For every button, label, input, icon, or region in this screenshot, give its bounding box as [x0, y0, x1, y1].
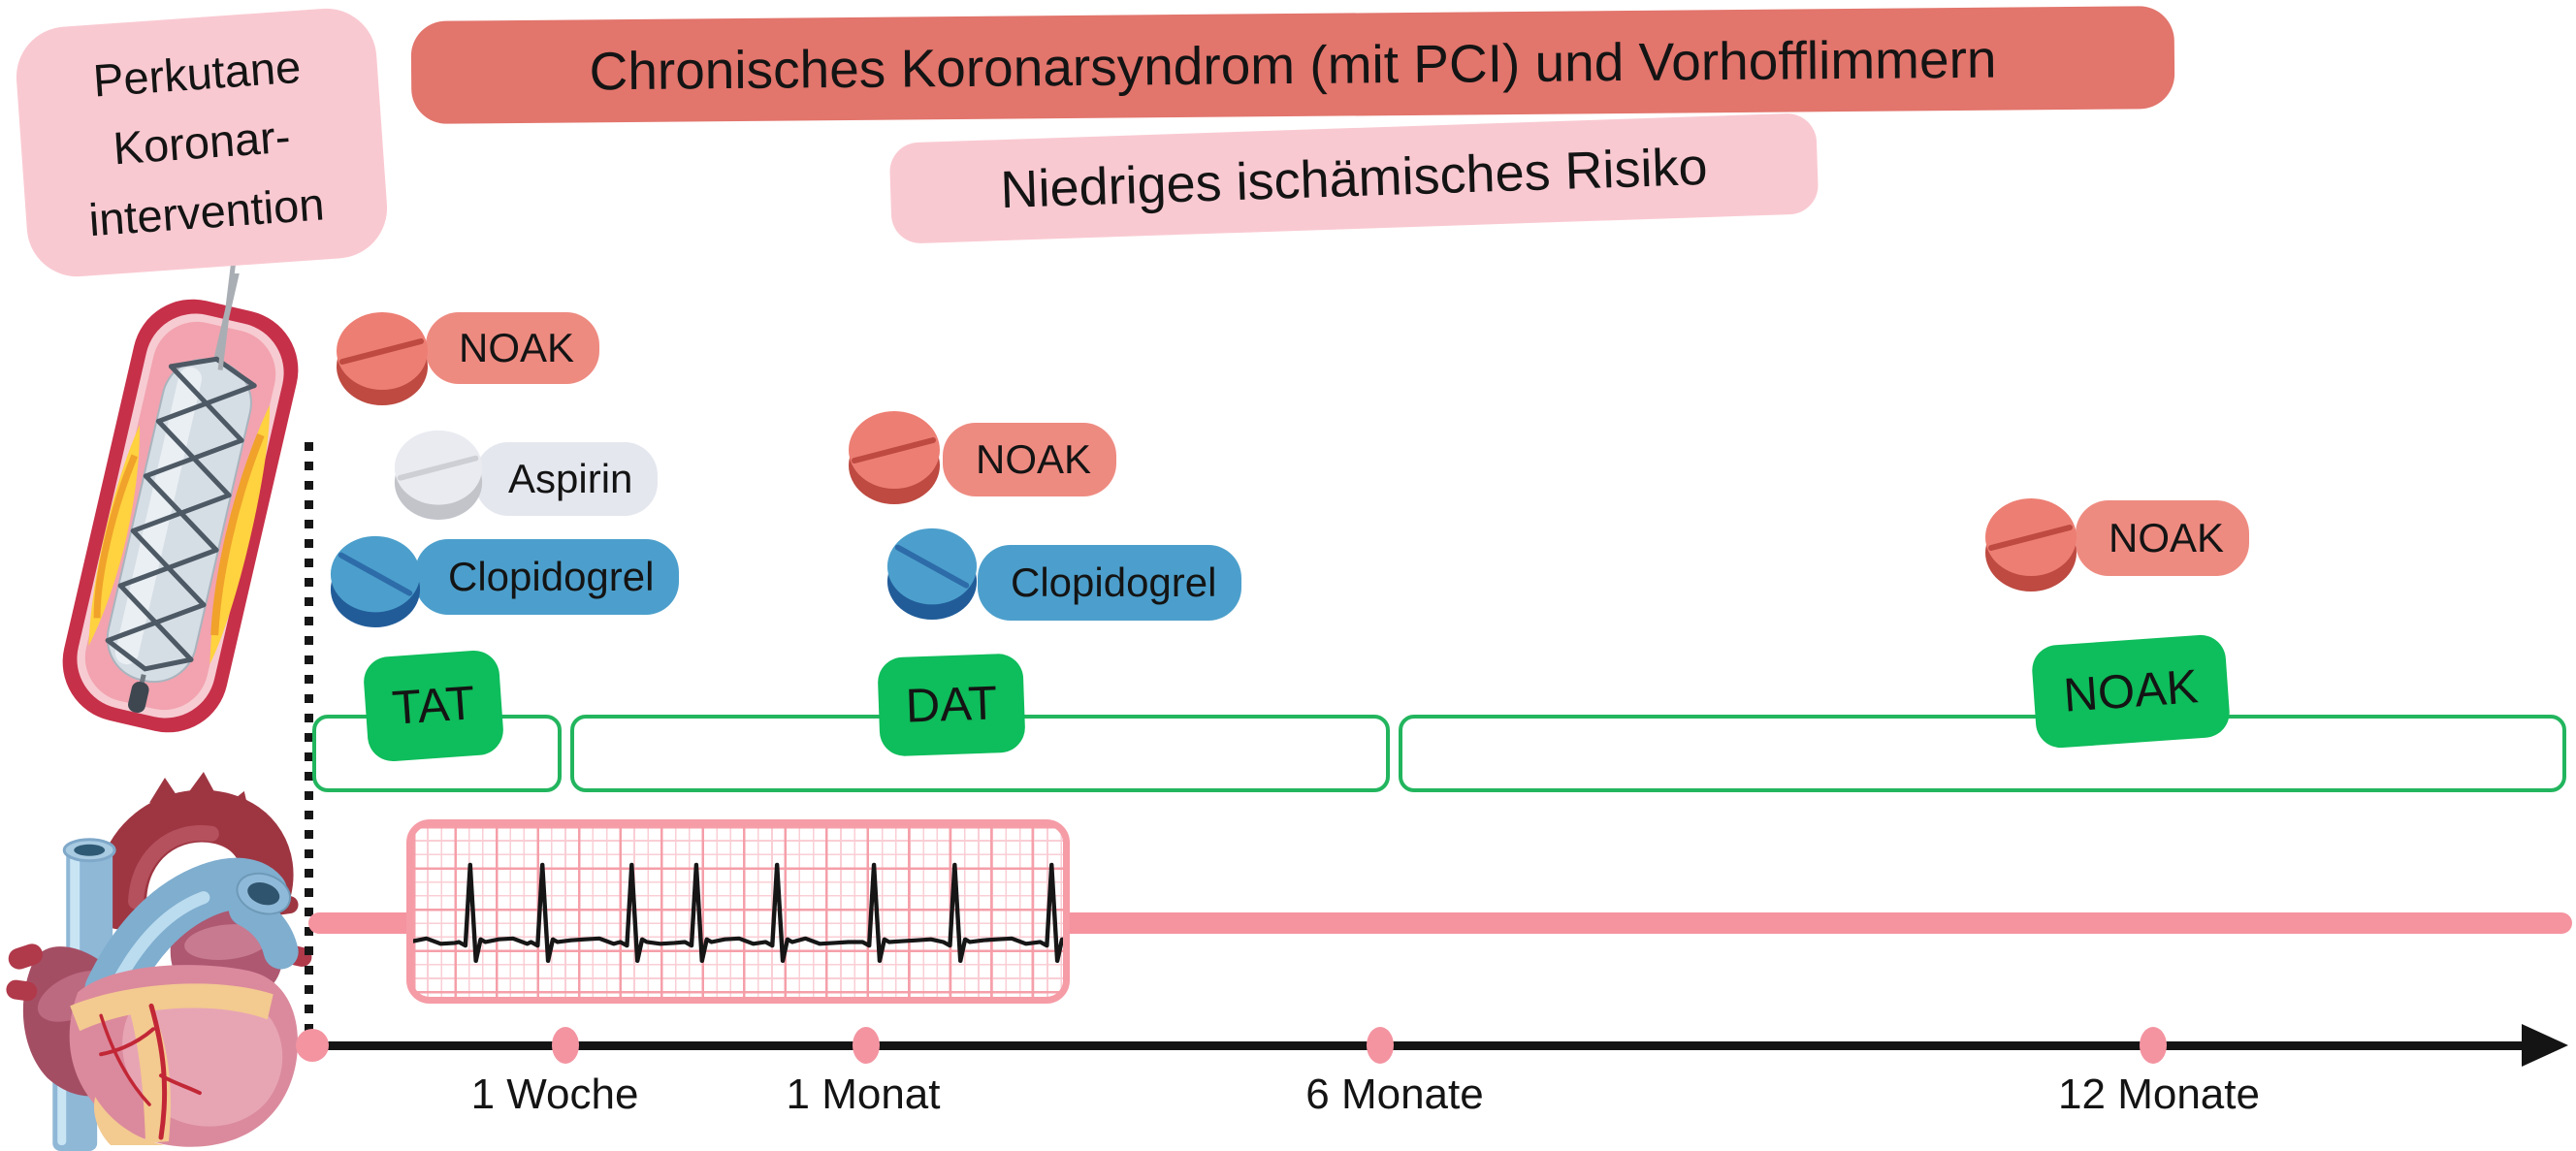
- ecg-trace-path: [413, 862, 1063, 964]
- med-aspirin-start: Aspirin: [392, 425, 659, 524]
- phase-box-noak: [1399, 715, 2566, 792]
- pci-time-zero-marker: [305, 442, 313, 1045]
- tick-dot-1-woche: [552, 1027, 579, 1064]
- afib-ecg-strip-icon: [406, 819, 1070, 1004]
- page-subtitle: Niedriges ischämisches Risiko: [999, 137, 1709, 220]
- clopidogrel-label: Clopidogrel: [978, 545, 1242, 621]
- tick-label-6-monate: 6 Monate: [1305, 1071, 1484, 1118]
- phase-badge-dat: DAT: [877, 653, 1026, 757]
- tick-label-1-monat: 1 Monat: [786, 1071, 941, 1118]
- phase-badge-noak: NOAK: [2030, 633, 2232, 750]
- noak-label: NOAK: [943, 423, 1117, 496]
- pci-intervention-badge: Perkutane Koronar- intervention: [13, 5, 391, 280]
- phase-tat-label: TAT: [390, 677, 477, 735]
- pill-icon: [849, 411, 940, 504]
- timeline-origin-dot: [296, 1029, 329, 1062]
- tick-dot-1-monat: [853, 1027, 880, 1064]
- aspirin-label: Aspirin: [475, 442, 659, 516]
- pill-icon: [337, 312, 428, 405]
- stent-in-vessel-illustration-icon: [62, 273, 299, 733]
- pill-icon: [330, 535, 421, 627]
- pill-icon: [886, 528, 978, 620]
- page-title: Chronisches Koronarsyndrom (mit PCI) und…: [589, 28, 1997, 102]
- title-banner: Chronisches Koronarsyndrom (mit PCI) und…: [410, 6, 2175, 124]
- phase-dat-label: DAT: [904, 677, 999, 733]
- phase-noak-label: NOAK: [2061, 660, 2201, 722]
- noak-label: NOAK: [426, 312, 600, 384]
- pill-icon: [1985, 498, 2077, 591]
- pci-badge-line-2: Koronar-: [111, 110, 293, 175]
- tick-dot-6-monate: [1367, 1027, 1394, 1064]
- med-clopidogrel-start: Clopidogrel: [328, 529, 687, 632]
- tick-label-12-monate: 12 Monate: [2058, 1071, 2260, 1118]
- ecg-trace: [413, 862, 1063, 964]
- heart-illustration-icon: [6, 771, 312, 1151]
- phase-badge-tat: TAT: [362, 649, 505, 763]
- med-noak-start: NOAK: [334, 306, 600, 409]
- subtitle-banner: Niedriges ischämisches Risiko: [888, 112, 1819, 244]
- med-noak-month1: NOAK: [846, 405, 1117, 506]
- timeline-arrowhead-icon: [2522, 1024, 2568, 1067]
- tick-label-1-woche: 1 Woche: [470, 1071, 639, 1118]
- pill-icon: [394, 430, 483, 520]
- timeline-axis: [308, 1041, 2528, 1050]
- med-noak-month12: NOAK: [1982, 493, 2250, 593]
- noak-label: NOAK: [2076, 500, 2250, 576]
- clopidogrel-label: Clopidogrel: [415, 539, 680, 615]
- med-clopidogrel-month1: Clopidogrel: [885, 522, 1243, 626]
- tick-dot-12-monate: [2140, 1027, 2167, 1064]
